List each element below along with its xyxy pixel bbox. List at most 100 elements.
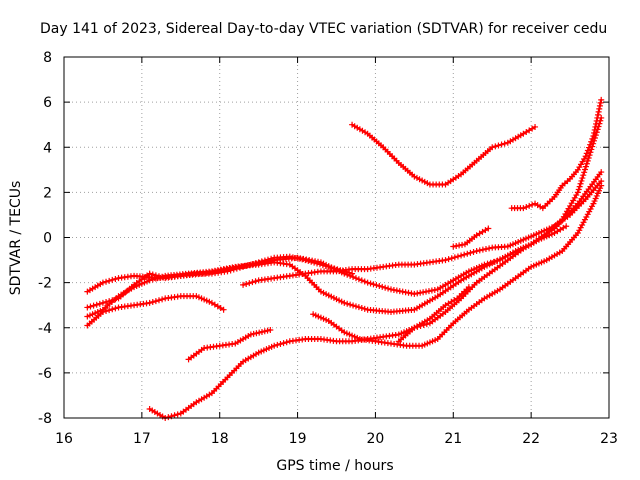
data-point	[379, 283, 386, 290]
data-point	[227, 267, 234, 274]
data-point	[364, 279, 371, 286]
x-tick-label: 23	[600, 431, 618, 447]
data-point	[355, 276, 362, 283]
data-point	[473, 248, 480, 255]
data-point	[93, 301, 100, 308]
x-tick-label: 22	[522, 431, 540, 447]
x-tick-label: 19	[289, 431, 307, 447]
x-tick-label: 20	[367, 431, 385, 447]
data-point	[146, 270, 153, 277]
data-point	[583, 160, 590, 167]
y-tick-label: -2	[38, 276, 52, 292]
data-point	[87, 303, 94, 310]
data-point	[464, 250, 471, 257]
data-point	[264, 327, 271, 334]
data-point	[109, 297, 116, 304]
data-point	[249, 279, 256, 286]
data-point	[529, 201, 536, 208]
data-point	[308, 258, 315, 265]
data-point	[314, 260, 321, 267]
series-8	[310, 182, 605, 349]
data-point	[584, 157, 591, 164]
data-point	[376, 283, 383, 290]
data-point	[90, 302, 97, 309]
data-point	[341, 299, 348, 306]
data-point	[582, 163, 589, 170]
data-point	[598, 182, 605, 189]
data-point	[268, 255, 275, 262]
data-point	[112, 296, 119, 303]
data-point	[316, 261, 323, 268]
data-point	[370, 281, 377, 288]
data-point	[256, 329, 263, 336]
data-point	[591, 134, 598, 141]
data-point	[264, 256, 271, 263]
data-point	[246, 262, 253, 269]
y-tick-label: -8	[38, 411, 52, 427]
data-point	[146, 299, 153, 306]
data-point	[594, 126, 601, 133]
data-point	[467, 249, 474, 256]
series-7	[240, 178, 605, 288]
data-point	[592, 132, 599, 139]
data-point	[492, 143, 499, 150]
data-point	[597, 117, 604, 124]
data-point	[155, 273, 162, 280]
data-point	[106, 277, 113, 284]
data-point	[319, 262, 326, 269]
data-point	[174, 411, 181, 418]
data-point	[152, 298, 159, 305]
y-tick-label: -4	[38, 321, 52, 337]
chart-title: Day 141 of 2023, Sidereal Day-to-day VTE…	[40, 21, 607, 37]
data-point	[526, 202, 533, 209]
data-point	[325, 263, 332, 270]
data-point	[451, 254, 458, 261]
y-tick-label: 8	[43, 50, 52, 66]
data-point	[289, 254, 296, 261]
data-point	[96, 300, 103, 307]
x-tick-label: 18	[211, 431, 229, 447]
y-tick-label: 4	[43, 140, 52, 156]
data-point	[577, 180, 584, 187]
y-tick-label: 6	[43, 95, 52, 111]
data-point	[347, 301, 354, 308]
data-point	[274, 341, 281, 348]
data-point	[586, 152, 593, 159]
data-point	[476, 247, 483, 254]
data-point	[596, 105, 603, 112]
data-point	[258, 258, 265, 265]
data-point	[246, 280, 253, 287]
data-point	[580, 172, 587, 179]
data-point	[465, 284, 472, 291]
data-point	[240, 281, 247, 288]
data-point	[581, 169, 588, 176]
data-point	[149, 299, 156, 306]
data-point	[576, 183, 583, 190]
data-point	[311, 259, 318, 266]
data-point	[103, 299, 110, 306]
data-point	[445, 256, 452, 263]
data-point	[305, 257, 312, 264]
data-point	[283, 339, 290, 346]
data-point	[322, 262, 329, 269]
data-point	[252, 260, 259, 267]
data-point	[261, 328, 268, 335]
x-tick-label: 17	[133, 431, 151, 447]
data-point	[109, 306, 116, 313]
data-point	[103, 308, 110, 315]
series-11	[395, 284, 472, 345]
data-point	[520, 205, 527, 212]
series-6	[84, 293, 227, 329]
plot-frame	[63, 56, 610, 419]
data-point	[112, 276, 119, 283]
y-axis-label: SDTVAR / TECUs	[8, 181, 24, 296]
data-point	[99, 308, 106, 315]
data-point	[149, 271, 156, 278]
data-point	[286, 253, 293, 260]
data-point	[230, 266, 237, 273]
data-point	[350, 302, 357, 309]
data-point	[574, 189, 581, 196]
data-point	[454, 253, 461, 260]
data-point	[563, 223, 570, 230]
data-point	[470, 248, 477, 255]
